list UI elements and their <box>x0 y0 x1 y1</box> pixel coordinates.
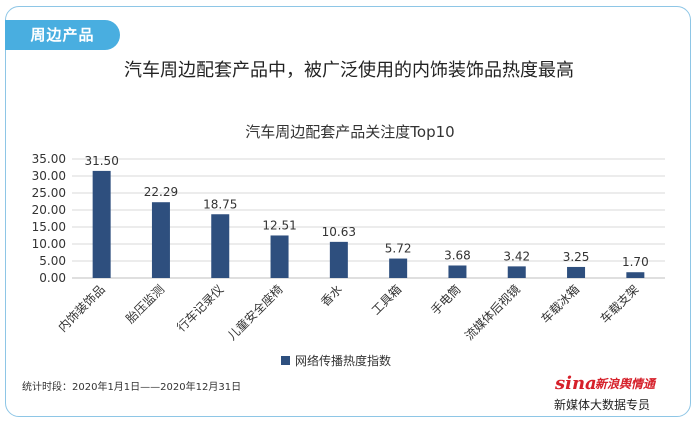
bar <box>92 170 111 278</box>
bar <box>151 202 170 278</box>
y-tick-label: 15.00 <box>32 220 66 234</box>
x-tick-label: 儿童安全座椅 <box>224 282 286 344</box>
x-tick-label: 胎压监测 <box>123 282 167 326</box>
sina-logo: sina 新浪舆情通 <box>555 373 657 394</box>
bar-value-label: 1.70 <box>622 255 649 269</box>
bar <box>270 235 289 278</box>
headline: 汽车周边配套产品中，被广泛使用的内饰装饰品热度最高 <box>124 60 574 81</box>
x-tick-label: 行车记录仪 <box>173 282 226 335</box>
legend-label: 网络传播热度指数 <box>295 353 391 368</box>
x-tick-label: 工具箱 <box>368 282 404 318</box>
bar-value-label: 31.50 <box>84 154 118 168</box>
bar <box>448 265 467 278</box>
bar <box>389 258 408 278</box>
x-tick-label: 手电筒 <box>427 282 463 318</box>
x-tick-label: 车载冰箱 <box>538 282 583 327</box>
x-tick-label: 流媒体后视镜 <box>461 282 523 344</box>
brand-subtitle: 新媒体大数据专员 <box>554 398 651 412</box>
chart-title: 汽车周边配套产品关注度Top10 <box>245 123 454 141</box>
bar-value-label: 10.63 <box>322 225 356 239</box>
x-tick-label: 香水 <box>318 282 345 309</box>
bar-value-label: 3.25 <box>563 250 590 264</box>
footer-period: 统计时段：2020年1月1日——2020年12月31日 <box>22 382 242 393</box>
y-tick-label: 0.00 <box>39 271 66 285</box>
y-tick-label: 20.00 <box>32 203 66 217</box>
bar-value-label: 12.51 <box>262 218 296 232</box>
section-tag: 周边产品 <box>5 20 120 50</box>
bar-value-label: 3.68 <box>444 248 471 262</box>
logo-cn-text: 新浪舆情通 <box>595 377 657 391</box>
y-tick-label: 30.00 <box>32 169 66 183</box>
y-tick-label: 10.00 <box>32 237 66 251</box>
x-tick-label: 内饰装饰品 <box>55 282 107 334</box>
bar-value-label: 18.75 <box>203 197 237 211</box>
x-tick-label: 车载支架 <box>597 282 642 327</box>
bar <box>211 214 230 278</box>
bar <box>626 272 645 278</box>
y-tick-label: 35.00 <box>32 152 66 166</box>
y-tick-label: 25.00 <box>32 186 66 200</box>
bar-value-label: 5.72 <box>385 242 412 256</box>
y-tick-label: 5.00 <box>39 254 66 268</box>
bar <box>329 241 348 278</box>
panel-frame <box>5 6 691 417</box>
logo-wordmark: sina <box>555 373 597 394</box>
bar-value-label: 3.42 <box>503 249 530 263</box>
bar-value-label: 22.29 <box>144 185 178 199</box>
bar <box>507 266 526 278</box>
legend-swatch <box>281 356 290 365</box>
bar <box>567 266 586 278</box>
